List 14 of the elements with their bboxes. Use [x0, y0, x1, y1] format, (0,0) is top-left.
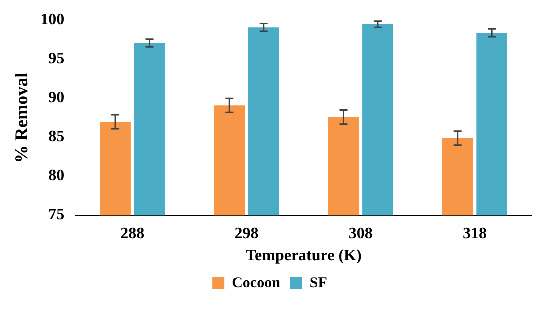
x-tick-label: 308: [348, 225, 373, 242]
y-tick-label: 85: [48, 128, 65, 146]
legend-label: Cocoon: [232, 275, 282, 292]
y-axis-title: % Removal: [11, 72, 32, 164]
y-tick-label: 100: [40, 12, 65, 29]
y-tick-label: 90: [48, 90, 65, 107]
x-tick-label: 298: [234, 225, 259, 242]
y-tick-label: 80: [48, 168, 65, 185]
y-tick-label: 75: [48, 206, 65, 224]
legend-label: SF: [310, 275, 328, 292]
x-tick-label: 318: [462, 225, 487, 242]
x-axis-title: Temperature (K): [246, 248, 362, 265]
x-tick-label: 288: [120, 225, 145, 242]
y-tick-label: 95: [48, 50, 65, 68]
